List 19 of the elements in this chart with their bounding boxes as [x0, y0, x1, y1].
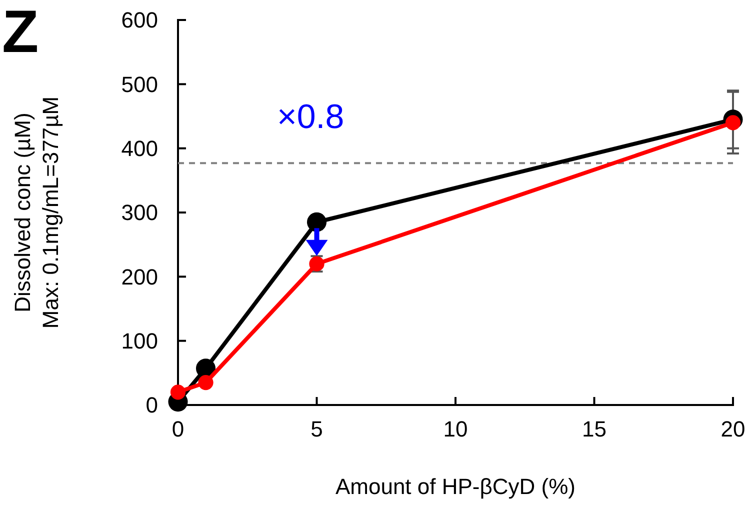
y-tick-label: 400	[121, 136, 158, 162]
y-tick-label: 200	[121, 264, 158, 290]
x-tick-label: 15	[582, 416, 606, 442]
text: Z	[2, 0, 39, 65]
x-tick-label: 20	[720, 416, 746, 442]
point	[198, 374, 214, 390]
x-tick-label: 0	[172, 416, 184, 442]
point	[170, 384, 186, 400]
y-axis-title: Dissolved conc (µM) Max: 0.1mg/mL=377µM	[10, 96, 63, 329]
y-tick-label: 0	[146, 392, 158, 418]
point	[306, 212, 327, 232]
y-tick-label: 500	[121, 72, 158, 97]
x-tick-label: 5	[310, 416, 323, 442]
y-tick-label: 300	[121, 200, 158, 226]
y-tick-label: 100	[121, 328, 158, 354]
x-tick-label: 10	[443, 416, 468, 442]
y-tick-label: 600	[121, 8, 158, 33]
x-axis-title: Amount of HP-βCyD (%)	[335, 474, 576, 499]
annotation: ×0.8	[277, 98, 344, 136]
